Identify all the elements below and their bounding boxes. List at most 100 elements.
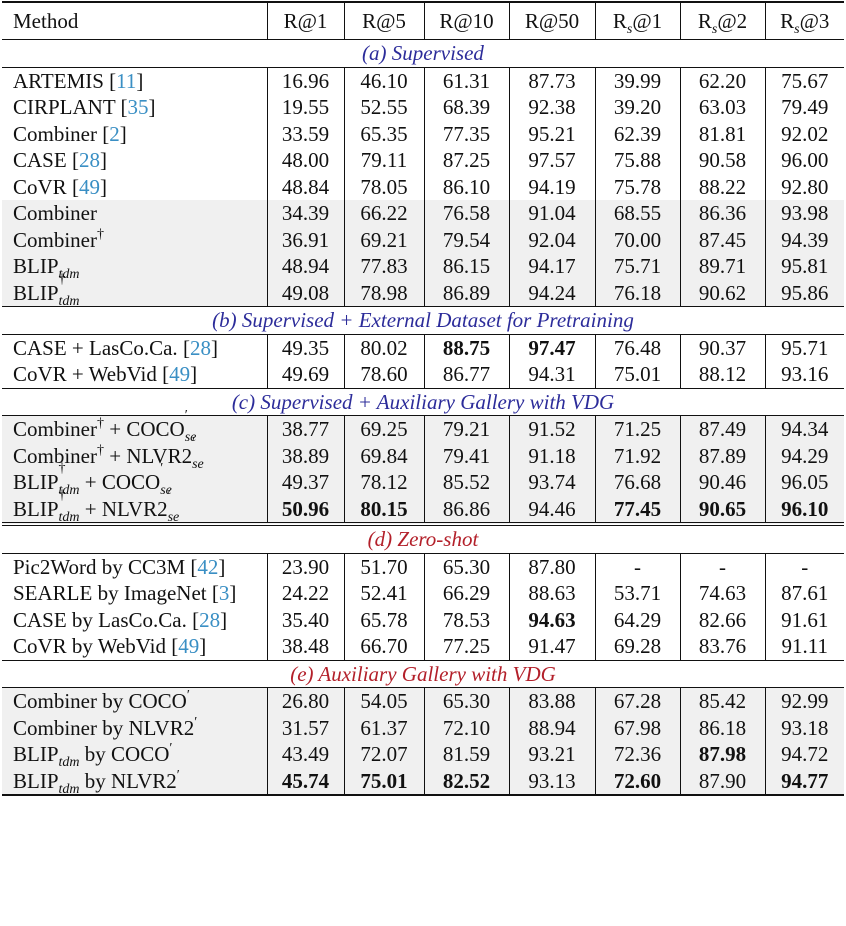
value: 93.13 (528, 768, 576, 793)
citation-link[interactable]: 28 (78, 148, 100, 173)
value-cell: 64.29 (594, 606, 680, 633)
value: 66.22 (360, 201, 408, 226)
method-cell: Combiner† + NLVR2 ′ se (2, 435, 267, 471)
value-cell: 71.25 (594, 415, 680, 443)
value-cell: 67.98 (594, 714, 680, 741)
value: 94.24 (528, 280, 576, 305)
value: 49.69 (281, 362, 330, 387)
value: 79.54 (442, 227, 491, 252)
method-cell: Combiner [2] (13, 121, 127, 146)
value-cell: 91.61 (764, 606, 844, 633)
method-suffix: + NLVR2 (79, 496, 168, 521)
value: 88.94 (528, 715, 576, 740)
citation-link[interactable]: 49 (169, 362, 191, 387)
value-cell: 49.37 (266, 469, 344, 496)
results-table: Method R@1 R@5 R@10 R@50 Rs@1 Rs@2 Rs@3 … (2, 1, 844, 796)
value-cell: 48.00 (266, 147, 344, 174)
value: 94.17 (528, 254, 576, 279)
value: 64.29 (613, 607, 662, 632)
value-cell: 52.41 (343, 580, 424, 607)
value: 85.52 (442, 470, 491, 495)
value-cell: 92.80 (764, 173, 844, 200)
citation-link[interactable]: 28 (189, 335, 211, 360)
section-title: (a) Supervised (2, 39, 844, 68)
value: 94.31 (528, 362, 576, 387)
value: 86.89 (442, 280, 491, 305)
citation-link[interactable]: 42 (197, 554, 219, 579)
value: 78.12 (360, 470, 408, 495)
value: 87.25 (442, 148, 491, 173)
value-cell: 79.49 (764, 94, 844, 121)
value-cell: 91.47 (508, 633, 595, 661)
value: 66.70 (360, 634, 408, 659)
value: 86.86 (442, 496, 491, 521)
value: 76.58 (442, 201, 491, 226)
citation-link[interactable]: 2 (109, 121, 120, 146)
table-row: CIRPLANT [35] 19.55 52.55 68.39 92.38 39.20 63… (2, 94, 844, 121)
citation-link[interactable]: 11 (116, 68, 137, 93)
value-cell: 45.74 (266, 767, 344, 796)
value: 62.39 (613, 121, 662, 146)
value: 36.91 (281, 227, 330, 252)
value: 43.49 (281, 742, 330, 767)
value: 76.48 (613, 335, 662, 360)
value: 79.21 (442, 417, 491, 442)
citation-link[interactable]: 49 (78, 174, 100, 199)
value-cell: - (679, 553, 765, 580)
value-cell: 79.54 (423, 226, 509, 253)
value-cell: 75.88 (594, 147, 680, 174)
value-cell: 66.29 (423, 580, 509, 607)
value-cell: 97.47 (508, 334, 595, 361)
value-cell: 68.55 (594, 200, 680, 227)
value-cell: 85.42 (679, 687, 765, 715)
subscript: tdm (58, 781, 80, 797)
value-cell: 88.63 (508, 580, 595, 607)
value: 95.71 (781, 335, 829, 360)
value-cell: 61.37 (343, 714, 424, 741)
value-cell: 87.61 (764, 580, 844, 607)
value-cell: 94.77 (764, 767, 844, 796)
best-value: 72.60 (613, 768, 662, 793)
value: 92.04 (528, 227, 576, 252)
value-cell: 62.20 (679, 67, 765, 94)
value-cell: 72.10 (423, 714, 509, 741)
citation-link[interactable]: 3 (218, 581, 230, 606)
method-cell: ARTEMIS [11] (13, 68, 144, 93)
best-value: 94.63 (528, 607, 576, 632)
value-cell: 83.88 (508, 687, 595, 715)
dagger-mark: † (97, 442, 104, 458)
value-cell: 92.04 (508, 226, 595, 253)
value-cell: 93.18 (764, 714, 844, 741)
value: 35.40 (281, 607, 330, 632)
method-cell: BLIP † tdm + COCO ′ se (2, 462, 267, 498)
value: 38.77 (281, 417, 330, 442)
value: 16.96 (281, 68, 330, 93)
citation-link[interactable]: 35 (127, 95, 149, 120)
method-name: CASE by LasCo.Ca. (13, 607, 187, 632)
table-row: BLIP † tdm 49.08 78.98 86.89 94.24 76.18 90.62 95… (2, 272, 844, 308)
value-cell: 93.98 (764, 200, 844, 227)
method-cell: BLIPtdm by NLVR2′ (2, 767, 267, 797)
value: 93.98 (781, 201, 829, 226)
value-cell: 66.70 (343, 633, 424, 661)
value: 92.38 (528, 95, 576, 120)
citation-link[interactable]: 49 (178, 634, 200, 659)
value-cell: 72.60 (594, 767, 680, 796)
value-cell: 92.99 (764, 687, 844, 715)
method-name: BLIP (13, 768, 59, 793)
method-cell: BLIPtdm by COCO′ (2, 741, 267, 770)
value: 77.83 (360, 254, 408, 279)
value: 19.55 (281, 95, 330, 120)
citation-link[interactable]: 28 (199, 607, 221, 632)
value: 94.29 (781, 443, 829, 468)
value-cell: 65.78 (343, 606, 424, 633)
value-cell: 86.10 (423, 173, 509, 200)
value-cell: 80.15 (343, 495, 424, 526)
method-name: Combiner (13, 227, 97, 252)
value-cell: 39.20 (594, 94, 680, 121)
value-cell: 49.08 (266, 279, 344, 307)
table-row: Combiner† 36.91 69.21 79.54 92.04 70.00 87.45 9… (2, 226, 844, 253)
method-name: ARTEMIS (13, 68, 104, 93)
value: 91.52 (528, 417, 576, 442)
value-cell: 70.00 (594, 226, 680, 253)
